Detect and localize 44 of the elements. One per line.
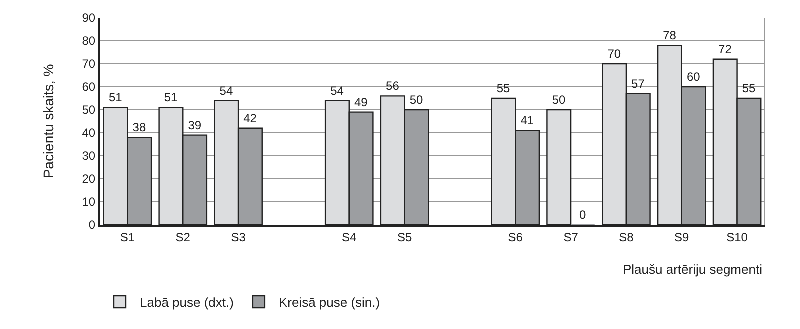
data-label: 51 <box>164 90 178 105</box>
data-label: 39 <box>188 118 202 132</box>
x-tick-label: S8 <box>619 230 634 244</box>
y-axis-title: Pacientu skaits, % <box>40 64 56 179</box>
data-label: 70 <box>608 47 622 61</box>
y-tick-label: 20 <box>82 172 96 186</box>
y-tick-label: 90 <box>82 11 96 26</box>
x-tick-label: S10 <box>726 230 748 244</box>
data-label: 54 <box>330 84 344 98</box>
data-label: 55 <box>496 82 511 96</box>
data-label: 57 <box>632 76 646 91</box>
y-tick-label: 40 <box>82 126 96 140</box>
data-label: 51 <box>108 90 123 105</box>
data-label: 56 <box>386 79 400 94</box>
data-label: 78 <box>663 28 677 43</box>
x-axis-title: Plaušu artēriju segmenti <box>623 262 763 277</box>
x-tick-label: S7 <box>564 230 579 244</box>
legend-label: Labā puse (dxt.) <box>140 295 234 310</box>
y-tick-label: 0 <box>88 218 96 232</box>
x-tick-label: S6 <box>508 230 524 244</box>
data-label: 50 <box>552 93 566 107</box>
y-tick-label: 10 <box>82 195 96 210</box>
data-label: 42 <box>244 111 258 126</box>
data-label: 41 <box>520 114 534 128</box>
data-label: 0 <box>579 208 586 222</box>
y-tick-label: 60 <box>82 80 96 94</box>
y-tick-label: 50 <box>82 103 96 118</box>
x-tick-label: S1 <box>120 230 136 244</box>
y-tick-label: 80 <box>82 34 96 48</box>
y-tick-label: 30 <box>82 149 96 164</box>
data-label: 38 <box>132 120 146 135</box>
y-tick-label: 70 <box>82 57 96 72</box>
x-tick-label: S4 <box>342 230 358 244</box>
data-label: 49 <box>354 95 368 110</box>
data-label: 60 <box>686 70 701 84</box>
x-tick-label: S3 <box>231 230 246 244</box>
data-label: 50 <box>410 93 424 107</box>
x-tick-label: S9 <box>674 230 690 244</box>
data-label: 72 <box>718 42 732 56</box>
legend-label: Kreisā puse (sin.) <box>278 295 380 310</box>
data-label: 55 <box>742 82 756 96</box>
x-tick-label: S5 <box>397 230 412 244</box>
data-label: 54 <box>220 84 234 98</box>
x-tick-label: S2 <box>176 230 191 244</box>
